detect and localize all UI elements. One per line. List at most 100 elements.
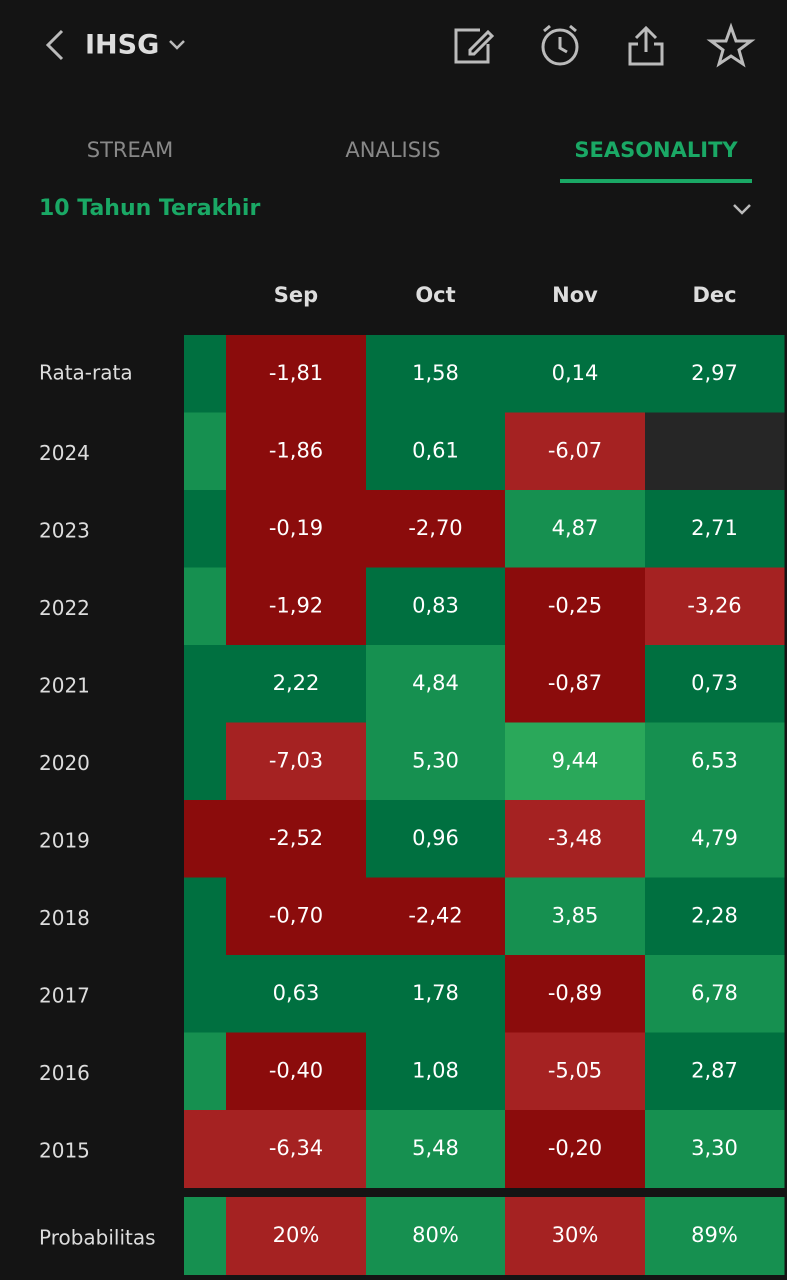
cell-value: -2,42 (408, 903, 462, 927)
column-header: Dec (692, 283, 736, 307)
cell-value: 0,83 (412, 593, 459, 617)
heatmap-cell (645, 567, 785, 646)
symbol-dropdown[interactable] (169, 40, 185, 50)
heatmap-cell (226, 1032, 367, 1111)
cell-value: 3,30 (691, 1136, 738, 1160)
cell-value: -0,19 (269, 516, 323, 540)
heatmap-cell (366, 490, 506, 568)
heatmap-cell (226, 722, 367, 801)
cell-value: 0,73 (691, 671, 738, 695)
column-header: Nov (552, 283, 598, 307)
star-icon[interactable] (706, 22, 756, 68)
heatmap-cell (505, 722, 646, 801)
row-label: 2016 (39, 1061, 90, 1085)
tab[interactable]: SEASONALITY (574, 138, 738, 162)
heatmap-cell (505, 1032, 646, 1111)
heatmap-cell (226, 1110, 367, 1188)
cell-value: -0,40 (269, 1058, 323, 1082)
heatmap-cell (366, 1032, 506, 1111)
alarm-icon[interactable] (541, 24, 579, 66)
heatmap-cell (505, 877, 646, 956)
seasonality-table: Sep Oct Nov Dec Rata-rata -1,81 1,58 0,14 2,97 20… (39, 283, 785, 1275)
cell-value: 4,79 (691, 826, 738, 850)
heatmap-cell (366, 877, 506, 956)
cell-value: -1,81 (269, 361, 323, 385)
cell-value: 2,97 (691, 361, 738, 385)
heatmap-cell (645, 490, 785, 568)
cell-value: -0,87 (548, 671, 602, 695)
tab[interactable]: STREAM (87, 138, 174, 162)
heatmap-cell (505, 412, 646, 491)
heatmap-cell (226, 955, 367, 1033)
cell-value: -3,26 (687, 593, 741, 617)
tab[interactable]: ANALISIS (345, 138, 440, 162)
heatmap-cell (505, 1197, 646, 1275)
cell-value: -1,86 (269, 438, 323, 462)
cell-value: 4,87 (552, 516, 599, 540)
edit-icon[interactable] (454, 28, 495, 64)
cell-value: 2,28 (691, 903, 738, 927)
cell-value: -6,34 (269, 1136, 323, 1160)
heatmap-cell (226, 645, 367, 723)
heatmap-cell (645, 1110, 785, 1188)
row-label: 2020 (39, 751, 90, 775)
heatmap-cell (645, 800, 785, 878)
cell-value: -1,92 (269, 593, 323, 617)
cell-value: 0,96 (412, 826, 459, 850)
symbol-title[interactable]: IHSG (85, 30, 159, 61)
tab-indicator (560, 179, 752, 183)
heatmap-cell (645, 335, 785, 413)
heatmap-cell (645, 722, 785, 801)
cell-value: -2,70 (408, 516, 462, 540)
column-header: Oct (415, 283, 455, 307)
partial-column-cell (184, 800, 226, 878)
heatmap-cell (226, 567, 367, 646)
heatmap-cell (645, 1197, 785, 1275)
cell-value: -0,70 (269, 903, 323, 927)
tab-bar: STREAM ANALISIS SEASONALITY (87, 138, 752, 183)
row-label: 2021 (39, 673, 90, 697)
partial-column-cell (184, 567, 226, 646)
row-label: 2015 (39, 1138, 90, 1162)
partial-column-cell (184, 1197, 226, 1275)
heatmap-cell (645, 412, 785, 491)
heatmap-cell (645, 1032, 785, 1111)
heatmap-cell (366, 955, 506, 1033)
row-label: 2017 (39, 983, 90, 1007)
row-label: 2023 (39, 518, 90, 542)
cell-value: -3,48 (548, 826, 602, 850)
heatmap-cell (645, 877, 785, 956)
cell-value: -0,20 (548, 1136, 602, 1160)
row-label: Rata-rata (39, 360, 133, 384)
cell-value: 0,63 (273, 981, 320, 1005)
cell-value: 1,08 (412, 1058, 459, 1082)
cell-value: 2,87 (691, 1058, 738, 1082)
heatmap-cell (366, 722, 506, 801)
filter-dropdown[interactable] (733, 204, 751, 215)
partial-column-cell (184, 1032, 226, 1111)
row-label: 2024 (39, 441, 90, 465)
cell-value: 20% (273, 1223, 320, 1247)
cell-value: 0,61 (412, 438, 459, 462)
back-button[interactable] (45, 29, 64, 61)
period-filter[interactable]: 10 Tahun Terakhir (39, 196, 260, 221)
heatmap-cell (505, 335, 646, 413)
cell-value: 6,53 (691, 748, 738, 772)
heatmap-cell (366, 645, 506, 723)
heatmap-cell (505, 955, 646, 1033)
heatmap-cell (505, 800, 646, 878)
heatmap-cell (366, 800, 506, 878)
cell-value: 4,84 (412, 671, 459, 695)
heatmap-cell (226, 800, 367, 878)
row-label: 2018 (39, 906, 90, 930)
cell-value: -5,05 (548, 1058, 602, 1082)
heatmap-cell (366, 1110, 506, 1188)
heatmap-cell (226, 490, 367, 568)
cell-value: 2,71 (691, 516, 738, 540)
cell-value: -2,52 (269, 826, 323, 850)
cell-value: -0,25 (548, 593, 602, 617)
share-icon[interactable] (628, 25, 664, 66)
cell-value: 3,85 (552, 903, 599, 927)
